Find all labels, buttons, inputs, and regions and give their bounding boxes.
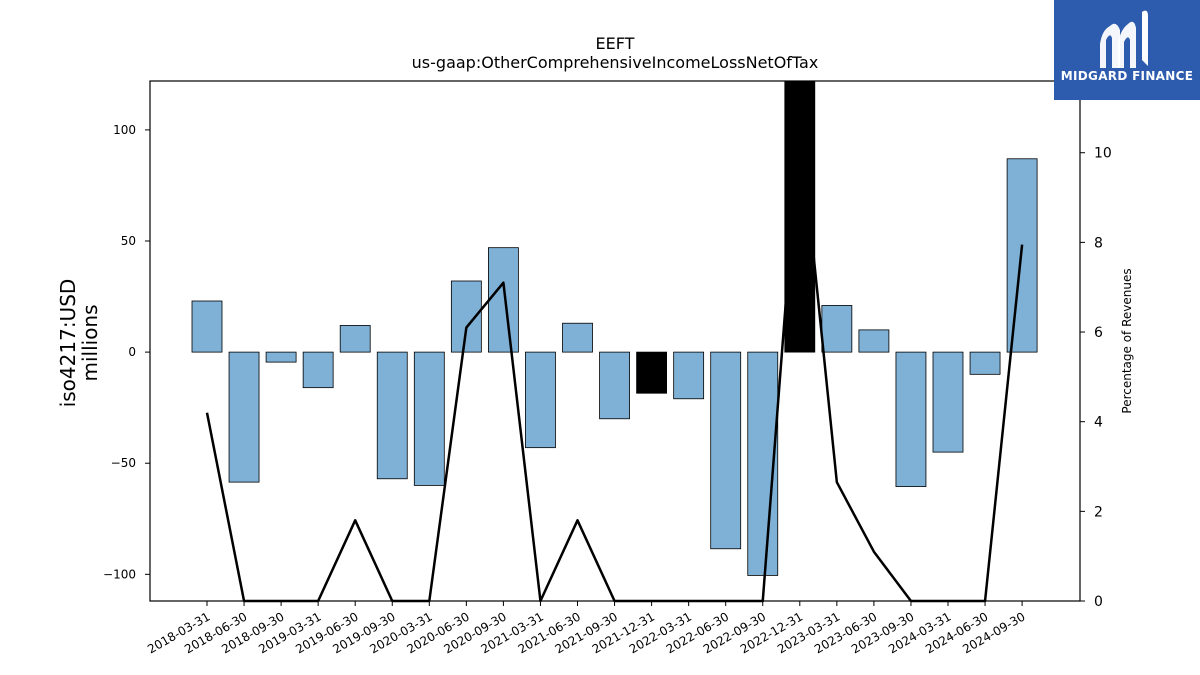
y-right-tick-label: 8 [1094,235,1103,251]
bar [302,351,334,389]
y-axis-label-line: millions [78,304,102,381]
bar [710,351,742,550]
y-tick-label: −100 [103,567,136,581]
bar [636,351,667,394]
bar [525,351,556,449]
bar [673,351,705,400]
y-tick-label: −50 [111,456,136,470]
bar [932,351,964,453]
logo-mark-icon [1100,10,1148,68]
plot-frame [149,80,1081,602]
x-axis: 2018-03-312018-06-302018-09-302019-03-31… [145,601,1028,656]
y-right-tick-label: 0 [1094,594,1103,610]
bar-group [191,80,1038,576]
bar [228,351,260,483]
bar [487,247,519,353]
right-axis: 0 2 4 6 8 10 [1080,146,1112,610]
bar [339,325,371,353]
y-right-tick-label: 10 [1094,146,1112,162]
midgard-finance-logo: MIDGARD FINANCE [1054,0,1200,100]
bar [969,351,1001,375]
bar [413,351,445,486]
logo-text: MIDGARD FINANCE [1060,69,1194,83]
y-tick-label: 100 [113,123,136,137]
left-axis: −100 −50 0 50 100 [103,123,150,581]
bar [562,322,593,353]
y-axis-label: iso4217:USDmillions [56,279,102,408]
bar [599,351,630,420]
bar [265,351,297,363]
bar [858,329,890,353]
right-axis-label: Percentage of Revenues [1120,268,1134,413]
chart-title: EEFT [596,34,635,53]
y-axis-label-line: iso4217:USD [56,279,80,408]
bar [895,351,927,487]
chart-subtitle: us-gaap:OtherComprehensiveIncomeLossNetO… [412,53,819,72]
bar [821,305,853,353]
y-right-tick-label: 2 [1094,504,1103,520]
y-right-tick-label: 6 [1094,325,1103,341]
bar [376,351,408,480]
y-right-tick-label: 4 [1094,415,1103,431]
bar [191,300,223,353]
y-tick-label: 0 [128,345,136,359]
y-tick-label: 50 [121,234,136,248]
